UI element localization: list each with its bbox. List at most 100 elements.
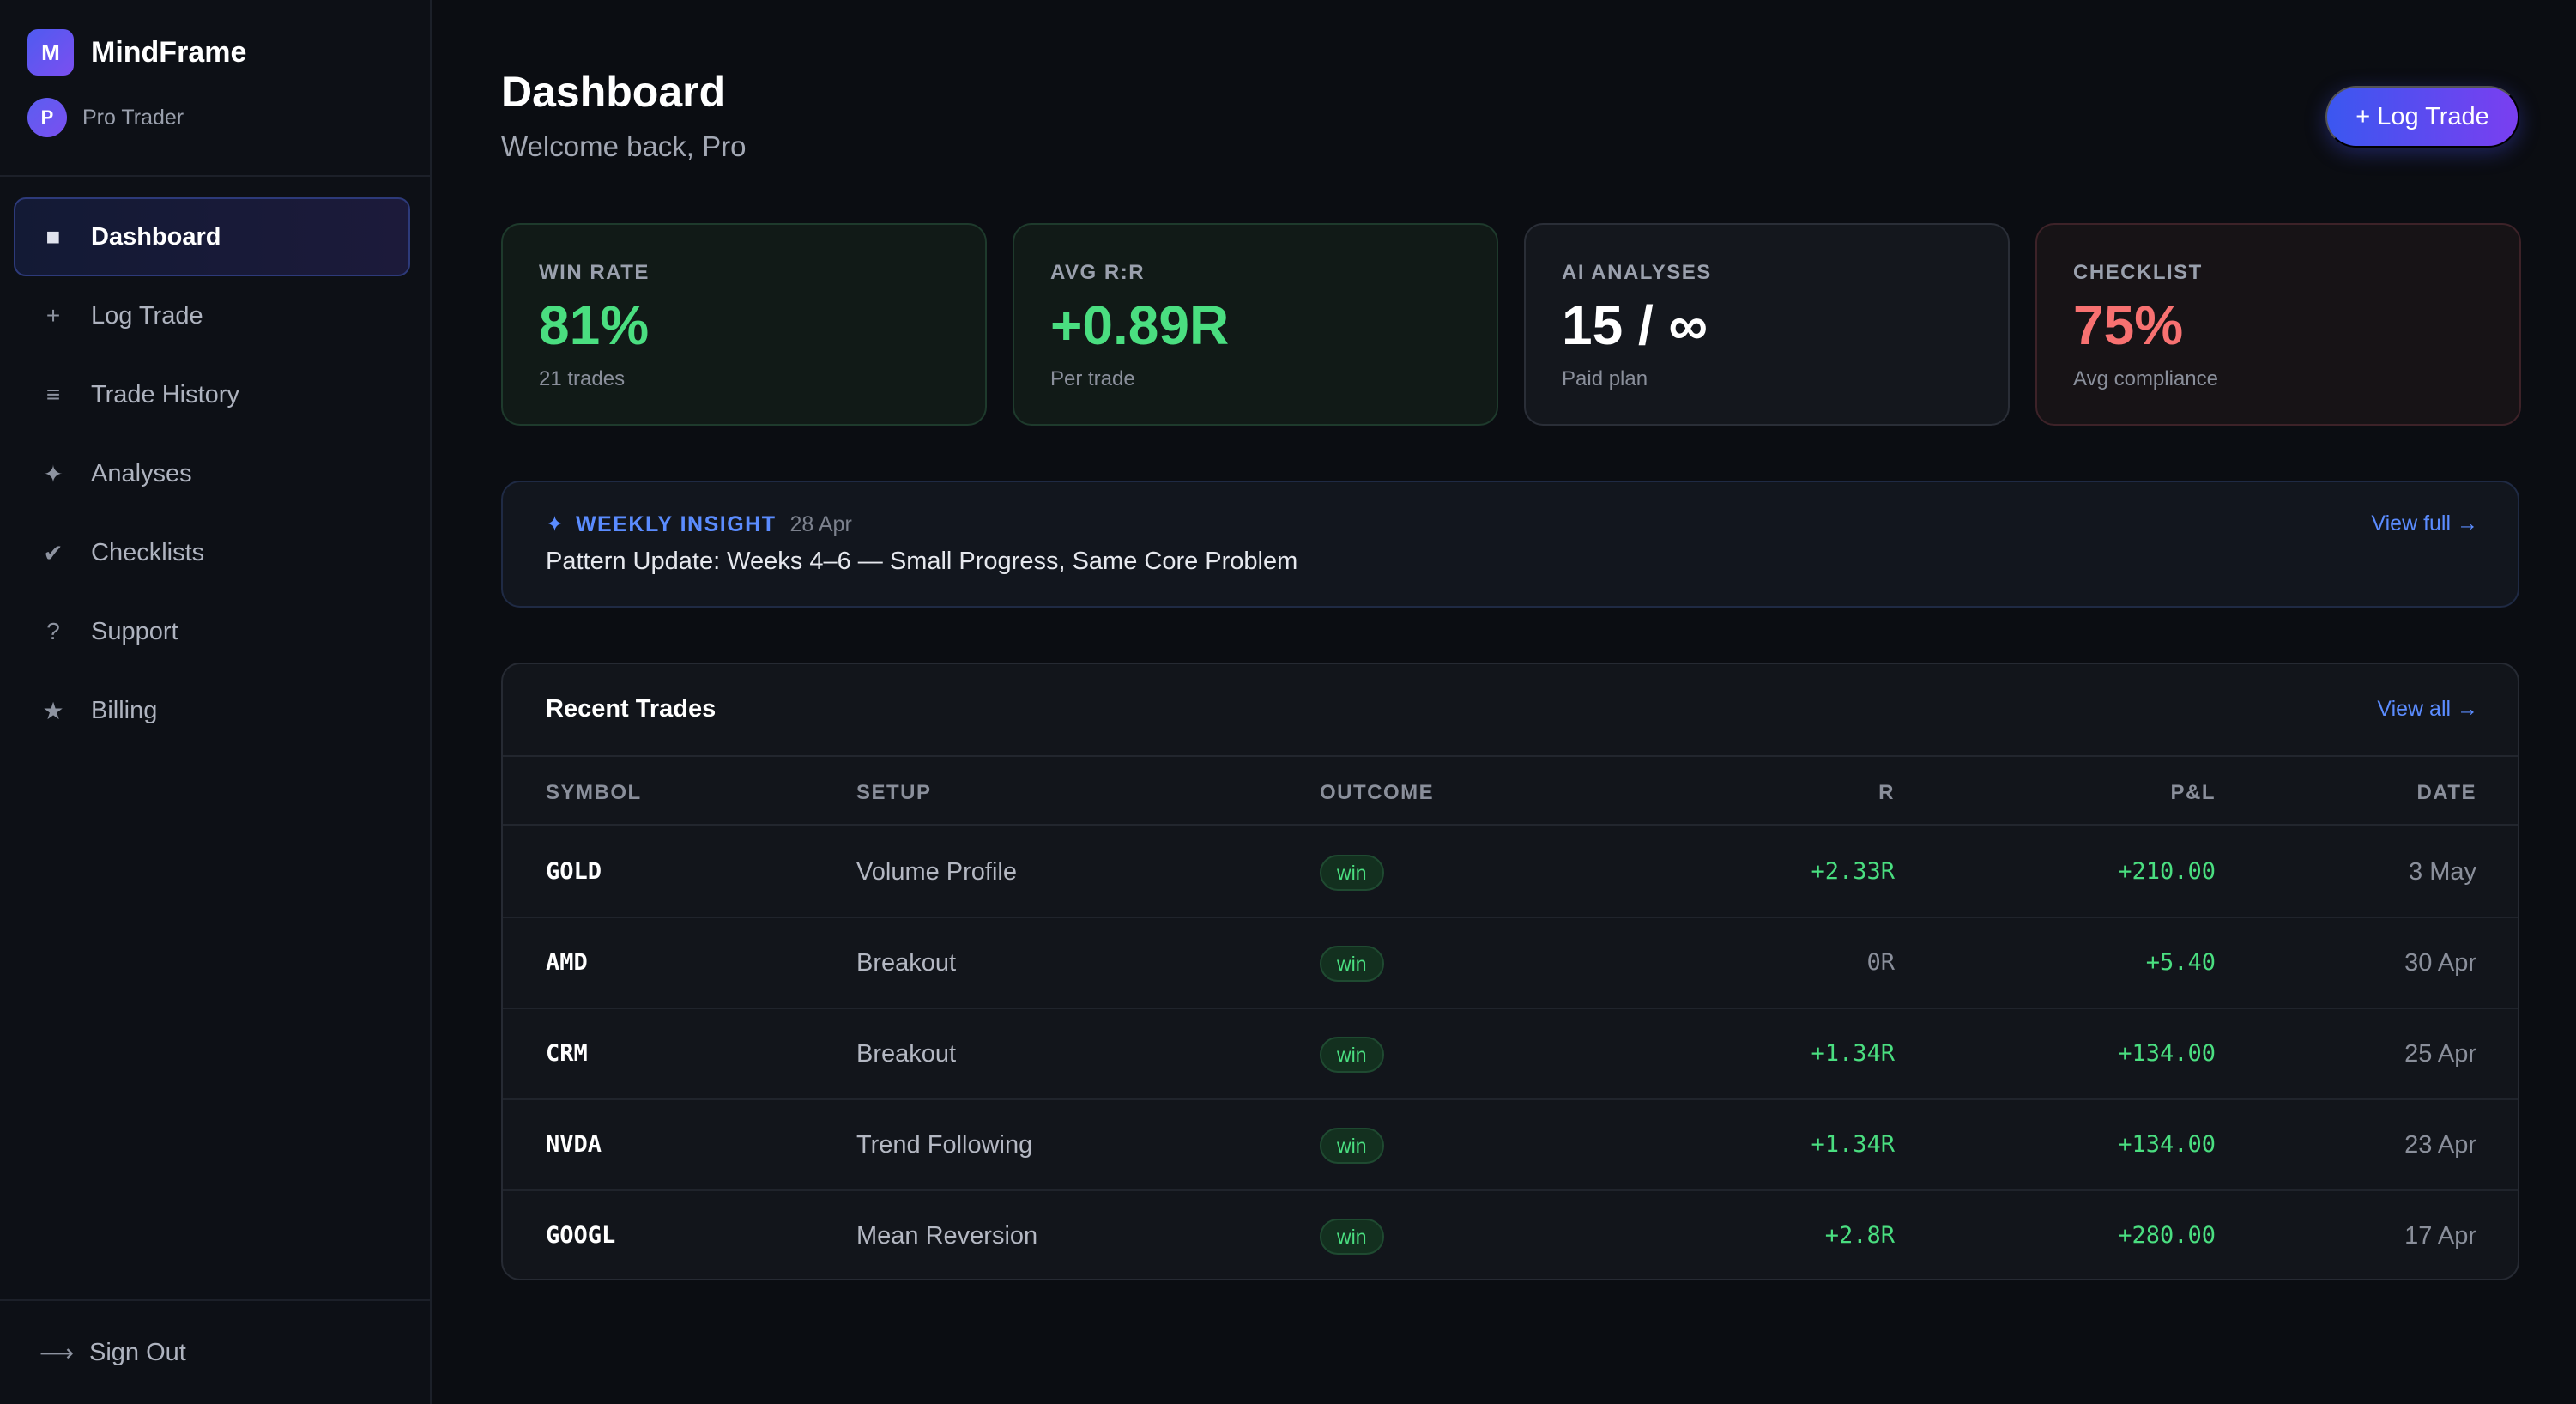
stat-sub: 21 trades bbox=[539, 367, 626, 390]
stat-sub: Paid plan bbox=[1562, 367, 1648, 390]
stat-card-checklist: CHECKLIST 75% Avg compliance bbox=[2035, 223, 2521, 426]
stat-sub: Avg compliance bbox=[2073, 367, 2218, 390]
stat-label: WIN RATE bbox=[539, 261, 650, 284]
page-title: Dashboard bbox=[501, 68, 726, 116]
sidebar-item-analyses[interactable]: ✦ Analyses bbox=[14, 434, 410, 513]
page-subtitle: Welcome back, Pro bbox=[501, 130, 747, 162]
table-row[interactable]: CRM Breakout win +1.34R +134.00 25 Apr bbox=[503, 1009, 2518, 1100]
trade-date: 17 Apr bbox=[2404, 1222, 2476, 1250]
dashboard-icon: ■ bbox=[45, 223, 61, 250]
star-icon: ★ bbox=[42, 697, 64, 724]
table-row[interactable]: NVDA Trend Following win +1.34R +134.00 … bbox=[503, 1100, 2518, 1191]
insight-header: ✦ WEEKLY INSIGHT 28 Apr bbox=[546, 511, 852, 537]
trade-setup: Trend Following bbox=[856, 1131, 1033, 1159]
sparkle-icon: ✦ bbox=[43, 460, 63, 487]
sparkle-icon: ✦ bbox=[546, 512, 564, 536]
sidebar-item-label: Support bbox=[91, 617, 178, 645]
sidebar-item-log-trade[interactable]: + Log Trade bbox=[14, 276, 410, 355]
user-profile[interactable]: P Pro Trader bbox=[27, 98, 184, 137]
recent-trades-card: Recent Trades View all → SYMBOL SETUP OU… bbox=[501, 663, 2519, 1280]
stat-value: +0.89R bbox=[1050, 294, 1230, 356]
sidebar-divider-top bbox=[0, 175, 432, 177]
table-header: SYMBOL SETUP OUTCOME R P&L DATE bbox=[503, 755, 2518, 826]
sign-out-label: Sign Out bbox=[89, 1339, 186, 1366]
outcome-badge: win bbox=[1320, 1037, 1384, 1073]
trade-pnl: +134.00 bbox=[2118, 1131, 2216, 1158]
column-header-symbol[interactable]: SYMBOL bbox=[546, 781, 642, 804]
trade-date: 3 May bbox=[2409, 858, 2476, 886]
sidebar-item-checklists[interactable]: ✔ Checklists bbox=[14, 513, 410, 592]
trade-date: 23 Apr bbox=[2404, 1131, 2476, 1159]
sidebar-item-label: Billing bbox=[91, 696, 158, 724]
sidebar-item-label: Trade History bbox=[91, 380, 239, 408]
view-full-link[interactable]: View full → bbox=[2371, 511, 2478, 536]
check-icon: ✔ bbox=[43, 539, 63, 566]
trade-date: 30 Apr bbox=[2404, 949, 2476, 977]
stat-card-win-rate: WIN RATE 81% 21 trades bbox=[501, 223, 987, 426]
stat-label: CHECKLIST bbox=[2073, 261, 2203, 284]
table-row[interactable]: GOOGL Mean Reversion win +2.8R +280.00 1… bbox=[503, 1191, 2518, 1279]
sidebar-item-label: Analyses bbox=[91, 459, 192, 487]
trade-r: +1.34R bbox=[1811, 1040, 1895, 1067]
arrow-right-icon: ⟶ bbox=[39, 1340, 75, 1366]
sign-out-button[interactable]: ⟶ Sign Out bbox=[39, 1339, 186, 1367]
trade-r: +2.8R bbox=[1824, 1222, 1895, 1249]
brand-name: MindFrame bbox=[91, 35, 247, 69]
stat-value: 75% bbox=[2073, 294, 2184, 356]
trade-symbol: AMD bbox=[546, 949, 588, 976]
sidebar-item-label: Dashboard bbox=[91, 222, 221, 251]
trade-pnl: +280.00 bbox=[2118, 1222, 2216, 1249]
trade-symbol: GOOGL bbox=[546, 1222, 616, 1249]
stat-label: AVG R:R bbox=[1050, 261, 1146, 284]
trade-date: 25 Apr bbox=[2404, 1040, 2476, 1068]
question-icon: ? bbox=[46, 618, 60, 645]
stat-card-ai-analyses: AI ANALYSES 15 / ∞ Paid plan bbox=[1524, 223, 2010, 426]
column-header-r[interactable]: R bbox=[1878, 781, 1895, 804]
outcome-badge: win bbox=[1320, 855, 1384, 891]
sidebar-item-label: Checklists bbox=[91, 538, 205, 566]
trade-r: 0R bbox=[1866, 949, 1895, 976]
plus-icon: + bbox=[45, 302, 61, 329]
stat-card-avg-rr: AVG R:R +0.89R Per trade bbox=[1013, 223, 1498, 426]
sidebar-item-label: Log Trade bbox=[91, 301, 203, 330]
stat-label: AI ANALYSES bbox=[1562, 261, 1712, 284]
weekly-insight-card: ✦ WEEKLY INSIGHT 28 Apr Pattern Update: … bbox=[501, 481, 2519, 608]
brand[interactable]: M MindFrame bbox=[27, 29, 246, 76]
insight-title: Pattern Update: Weeks 4–6 — Small Progre… bbox=[546, 548, 1298, 575]
column-header-pnl[interactable]: P&L bbox=[2170, 781, 2216, 804]
view-all-link[interactable]: View all → bbox=[2377, 697, 2478, 721]
trade-r: +2.33R bbox=[1811, 858, 1895, 885]
table-row[interactable]: AMD Breakout win 0R +5.40 30 Apr bbox=[503, 918, 2518, 1009]
trade-pnl: +134.00 bbox=[2118, 1040, 2216, 1067]
sidebar: M MindFrame P Pro Trader ■ Dashboard + L… bbox=[0, 0, 432, 1404]
stat-value: 81% bbox=[539, 294, 650, 356]
sidebar-item-dashboard[interactable]: ■ Dashboard bbox=[14, 197, 410, 276]
outcome-badge: win bbox=[1320, 1219, 1384, 1255]
sidebar-divider-bottom bbox=[0, 1299, 432, 1301]
trade-symbol: NVDA bbox=[546, 1131, 602, 1158]
table-row[interactable]: GOLD Volume Profile win +2.33R +210.00 3… bbox=[503, 827, 2518, 918]
trade-r: +1.34R bbox=[1811, 1131, 1895, 1158]
insight-date: 28 Apr bbox=[789, 511, 852, 536]
user-name: Pro Trader bbox=[82, 105, 184, 130]
trade-symbol: CRM bbox=[546, 1040, 588, 1067]
outcome-badge: win bbox=[1320, 946, 1384, 982]
trade-pnl: +210.00 bbox=[2118, 858, 2216, 885]
sidebar-nav: ■ Dashboard + Log Trade ≡ Trade History … bbox=[14, 197, 410, 750]
sidebar-item-trade-history[interactable]: ≡ Trade History bbox=[14, 355, 410, 434]
brand-logo: M bbox=[27, 29, 74, 76]
trade-setup: Volume Profile bbox=[856, 858, 1017, 886]
log-trade-button[interactable]: + Log Trade bbox=[2325, 86, 2519, 148]
trade-setup: Breakout bbox=[856, 1040, 957, 1068]
column-header-date[interactable]: DATE bbox=[2416, 781, 2476, 804]
column-header-setup[interactable]: SETUP bbox=[856, 781, 932, 804]
sidebar-item-billing[interactable]: ★ Billing bbox=[14, 671, 410, 750]
list-icon: ≡ bbox=[45, 381, 61, 408]
trade-setup: Breakout bbox=[856, 949, 957, 977]
sidebar-item-support[interactable]: ? Support bbox=[14, 592, 410, 671]
column-header-outcome[interactable]: OUTCOME bbox=[1320, 781, 1435, 804]
recent-trades-title: Recent Trades bbox=[546, 695, 717, 723]
trade-setup: Mean Reversion bbox=[856, 1222, 1038, 1250]
avatar: P bbox=[27, 98, 67, 137]
insight-label: WEEKLY INSIGHT bbox=[575, 511, 777, 536]
